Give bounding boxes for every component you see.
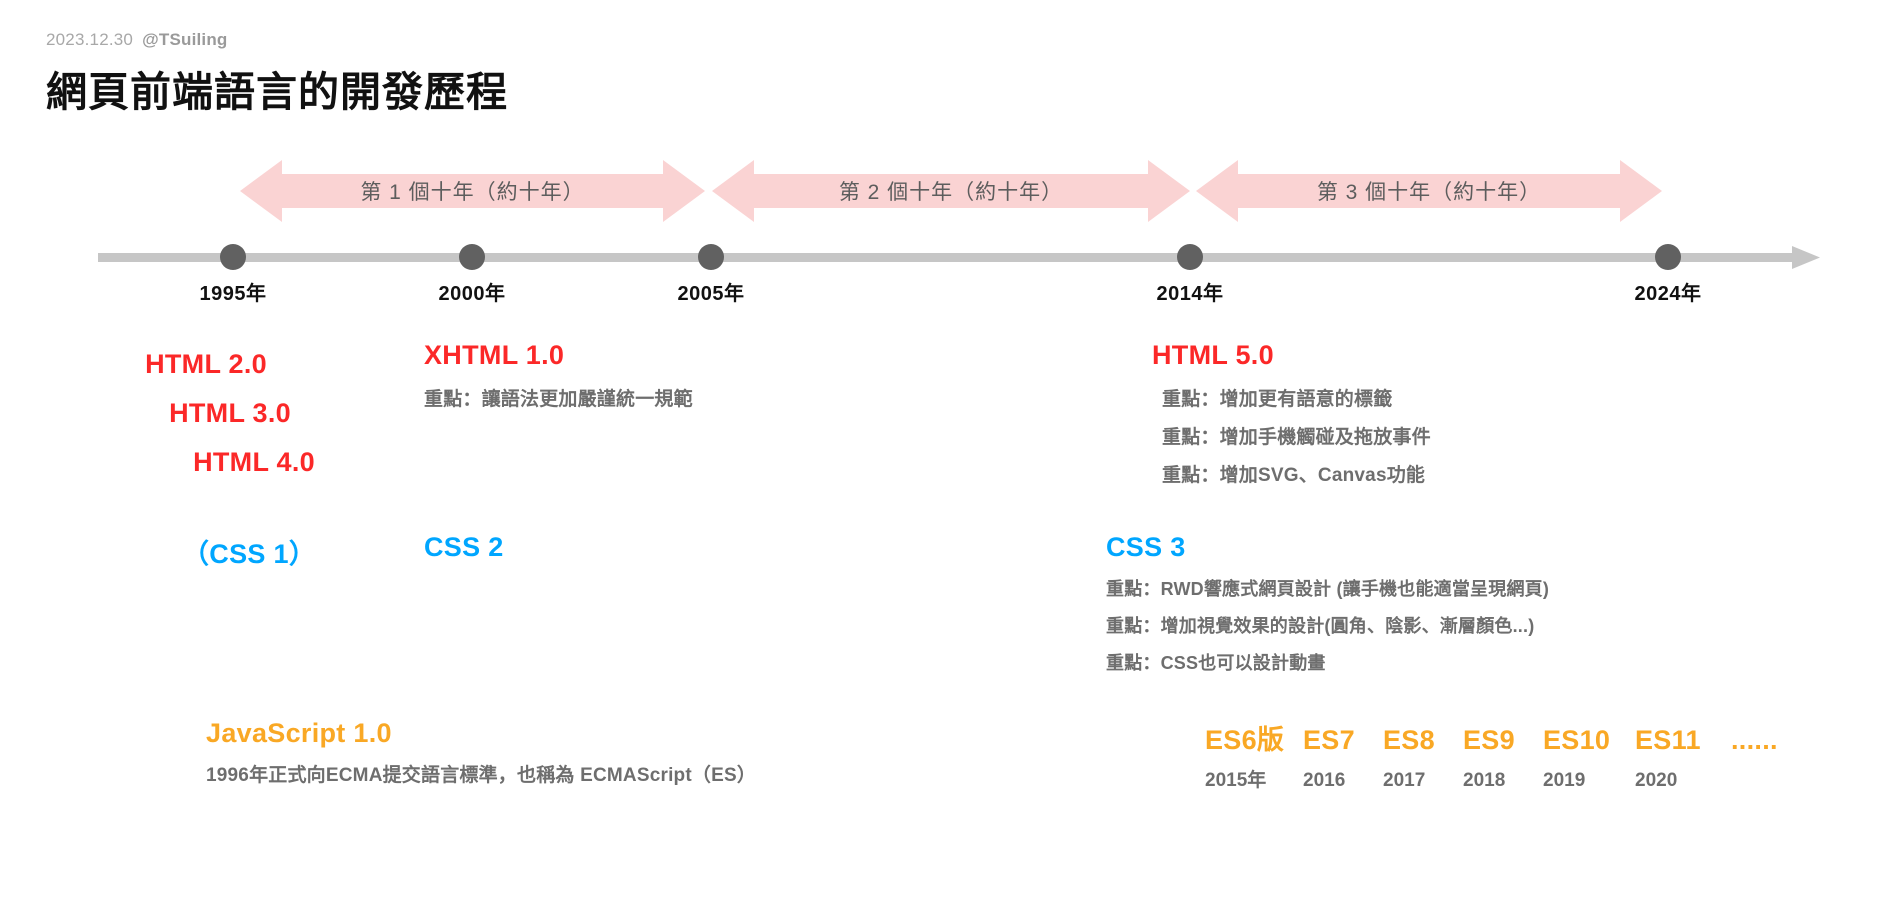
javascript-group: JavaScript 1.0 1996年正式向ECMA提交語言標準，也稱為 EC…: [206, 718, 756, 795]
html-version-2: HTML 2.0: [145, 349, 267, 379]
timeline-year-1995: 1995年: [199, 283, 267, 305]
timeline-dot-2005: [698, 244, 724, 270]
es-year-9: 2018: [1463, 770, 1506, 791]
html5-group: HTML 5.0 重點：增加更有語意的標籤 重點：增加手機觸碰及拖放事件 重點：…: [1152, 340, 1431, 495]
timeline-dot-2024: [1655, 244, 1681, 270]
html5-note-2: 重點：增加手機觸碰及拖放事件: [1162, 427, 1431, 448]
html5-note-1: 重點：增加更有語意的標籤: [1162, 389, 1393, 410]
es-year-10: 2019: [1543, 770, 1586, 791]
es-name-11: ES11: [1635, 725, 1701, 755]
css3-group: CSS 3 重點：RWD響應式網頁設計 (讓手機也能適當呈現網頁) 重點：增加視…: [1106, 532, 1549, 682]
decade-arrow-3-label: 第 3 個十年（約十年）: [1316, 181, 1542, 204]
decade-arrow-2: 第 2 個十年（約十年）: [712, 160, 1190, 222]
css3-title: CSS 3: [1106, 532, 1186, 562]
es-version-row: ES6版 ES7 ES8 ES9 ES10 ES11 ...... 2015年 …: [1205, 718, 1778, 792]
timeline-dot-2014: [1177, 244, 1203, 270]
page-title: 網頁前端語言的開發歷程: [46, 69, 508, 115]
decade-arrow-2-label: 第 2 個十年（約十年）: [838, 181, 1064, 204]
css3-note-2: 重點：增加視覺效果的設計(圓角、陰影、漸層顏色...): [1106, 616, 1535, 636]
page-header: 2023.12.30 @TSuiling 網頁前端語言的開發歷程: [46, 30, 508, 118]
es-name-9: ES9: [1463, 725, 1515, 755]
es-year-6: 2015年: [1205, 770, 1267, 791]
decade-arrow-3: 第 3 個十年（約十年）: [1196, 160, 1662, 222]
es-years: 2015年 2016 2017 2018 2019 2020: [1205, 765, 1778, 792]
es-names: ES6版 ES7 ES8 ES9 ES10 ES11 ......: [1205, 718, 1778, 757]
css1-label: （CSS 1）: [182, 539, 317, 569]
html5-note-3: 重點：增加SVG、Canvas功能: [1162, 465, 1426, 486]
xhtml-note: 重點：讓語法更加嚴謹統一規範: [424, 389, 693, 410]
xhtml-title: XHTML 1.0: [424, 340, 565, 370]
es-year-8: 2017: [1383, 770, 1426, 791]
html-version-4: HTML 4.0: [193, 447, 315, 477]
byline: 2023.12.30 @TSuiling: [46, 30, 508, 50]
html5-title: HTML 5.0: [1152, 340, 1274, 370]
timeline-dot-2000: [459, 244, 485, 270]
css2-label: CSS 2: [424, 532, 504, 562]
es-name-10: ES10: [1543, 725, 1611, 755]
es-name-more: ......: [1731, 725, 1778, 755]
decade-arrow-1-label: 第 1 個十年（約十年）: [360, 181, 585, 204]
timeline-year-2005: 2005年: [677, 283, 745, 305]
es-year-7: 2016: [1303, 770, 1346, 791]
timeline-year-2014: 2014年: [1156, 283, 1224, 305]
xhtml-group: XHTML 1.0 重點：讓語法更加嚴謹統一規範: [424, 340, 693, 419]
es-name-7: ES7: [1303, 725, 1355, 755]
timeline-year-2024: 2024年: [1634, 283, 1702, 305]
css3-note-3: 重點：CSS也可以設計動畫: [1106, 653, 1326, 673]
timeline-axis: [0, 245, 1900, 275]
javascript-note: 1996年正式向ECMA提交語言標準，也稱為 ECMAScript（ES）: [206, 765, 757, 786]
byline-author: @TSuiling: [142, 30, 228, 49]
html-version-3: HTML 3.0: [169, 398, 291, 428]
byline-date: 2023.12.30: [46, 30, 134, 49]
html5-notes: 重點：增加更有語意的標籤 重點：增加手機觸碰及拖放事件 重點：增加SVG、Can…: [1152, 381, 1431, 495]
timeline-dot-1995: [220, 244, 246, 270]
es-name-8: ES8: [1383, 725, 1435, 755]
decade-arrow-1: 第 1 個十年（約十年）: [240, 160, 705, 222]
es-year-11: 2020: [1635, 770, 1678, 791]
html-version-stack: HTML 2.0 HTML 3.0 HTML 4.0: [0, 340, 385, 487]
timeline-year-2000: 2000年: [438, 283, 506, 305]
css3-note-1: 重點：RWD響應式網頁設計 (讓手機也能適當呈現網頁): [1106, 579, 1550, 599]
es-name-6: ES6版: [1205, 725, 1285, 755]
javascript-title: JavaScript 1.0: [206, 718, 392, 748]
css3-notes: 重點：RWD響應式網頁設計 (讓手機也能適當呈現網頁) 重點：增加視覺效果的設計…: [1106, 571, 1549, 682]
